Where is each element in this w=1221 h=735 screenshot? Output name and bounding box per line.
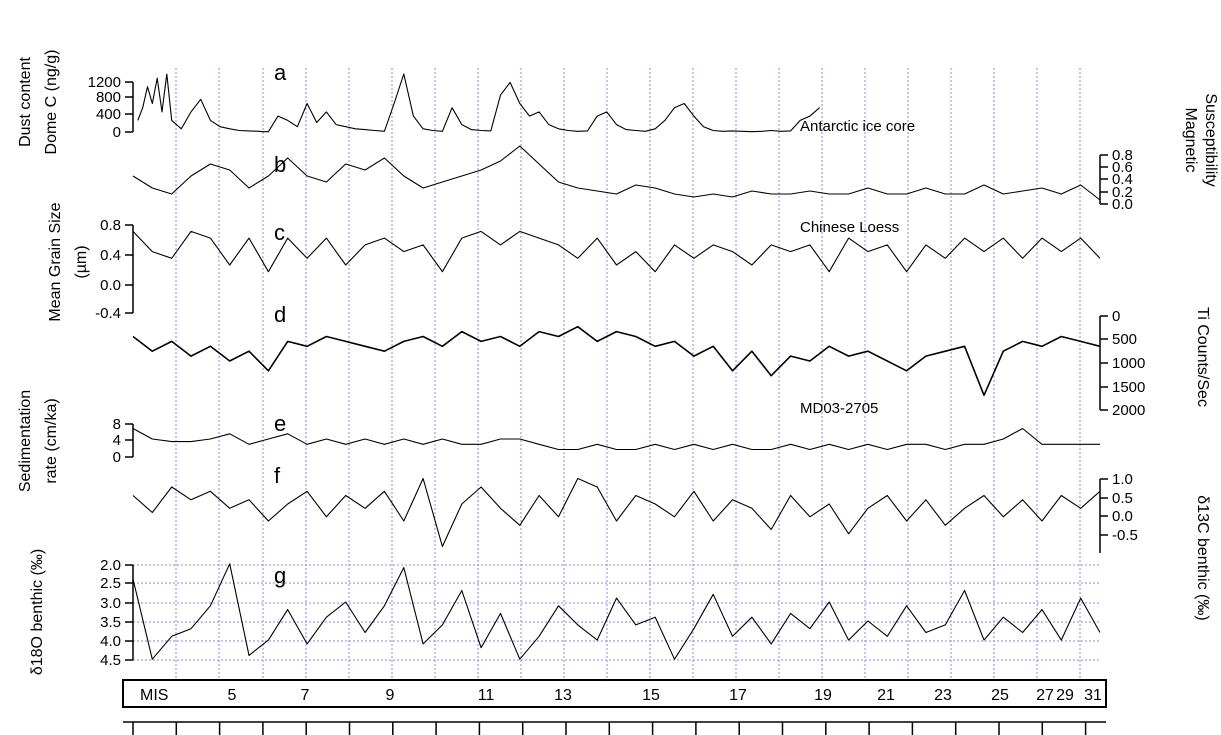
- y-tick-label: 0.4: [100, 247, 121, 264]
- panel-e: 840 e MD03-2705 Sedimentation rate (cm/ka): [17, 390, 1100, 492]
- y-tick-label: 4.0: [100, 633, 121, 650]
- panel-letter-d: d: [274, 302, 286, 327]
- mis-stage-label: 11: [478, 687, 495, 704]
- y-axis-title-c: (µm): [73, 245, 90, 278]
- series-line-d: [132, 325, 1101, 397]
- y-axis-title-b: Magnetic: [1182, 108, 1199, 173]
- y-tick-label: 400: [96, 106, 121, 123]
- mis-stage-label: 9: [386, 687, 395, 704]
- y-tick-label: 3.0: [100, 595, 121, 612]
- grid-lines: [133, 68, 1100, 680]
- mis-stage-label: 5: [228, 687, 237, 704]
- panel-letter-a: a: [274, 60, 287, 85]
- y-axis-title-a: Dust content: [17, 57, 34, 147]
- mis-stage-label: 23: [934, 687, 952, 704]
- mis-stage-label: 31: [1084, 687, 1102, 704]
- series-line-a: [137, 73, 820, 133]
- y-tick-label: 0.5: [1112, 490, 1133, 507]
- y-tick-label: 2000: [1112, 402, 1145, 419]
- y-tick-label: 0.8: [1112, 147, 1133, 164]
- y-tick-label: 4.5: [100, 652, 121, 669]
- panel-letter-f: f: [274, 463, 281, 488]
- y-tick-label: 3.5: [100, 614, 121, 631]
- y-tick-label: 0.0: [1112, 508, 1133, 525]
- panel-d: 0 500 1000 1500 2000 d Ti Counts/Sec: [132, 302, 1211, 419]
- y-tick-label: 1200: [88, 74, 121, 91]
- series-line-e: [132, 427, 1100, 451]
- y-tick-label: 800: [96, 89, 121, 106]
- panel-letter-e: e: [274, 411, 286, 436]
- y-tick-label: 1000: [1112, 355, 1145, 372]
- y-tick-label: -0.5: [1112, 527, 1138, 544]
- mis-stage-label: 7: [301, 687, 310, 704]
- y-tick-label: -0.4: [95, 305, 121, 322]
- y-tick-label: 0.8: [100, 217, 121, 234]
- y-tick-label: 500: [1112, 331, 1137, 348]
- mis-stage-label: 13: [554, 687, 572, 704]
- panel-annotation-e: MD03-2705: [800, 400, 878, 417]
- y-tick-label: 2.5: [100, 575, 121, 592]
- mis-bar: MIS 5 7 9 11 13 15 17 19 21 23 25 27 29 31: [122, 679, 1107, 735]
- y-tick-label: 2.0: [100, 557, 121, 574]
- y-axis-title-e: Sedimentation: [17, 390, 34, 492]
- mis-stage-label: 21: [877, 687, 895, 704]
- mis-stage-label: 17: [729, 687, 747, 704]
- y-axis-title-a: Dome C (ng/g): [43, 50, 60, 155]
- panel-g: 2.02.5 3.0 3.5 4.0 4.5 g δ18O benthic (‰): [29, 549, 1101, 675]
- y-tick-label: 0.6: [1112, 159, 1133, 176]
- y-tick-label: 0: [1112, 308, 1120, 325]
- y-tick-label: 0: [113, 124, 121, 141]
- panel-letter-g: g: [274, 563, 286, 588]
- y-tick-label: 0.0: [100, 277, 121, 294]
- mis-stage-label: 19: [814, 687, 832, 704]
- y-tick-label: 1.0: [1112, 471, 1133, 488]
- y-tick-label: 4: [113, 432, 121, 449]
- y-axis-title-d: Ti Counts/Sec: [1194, 307, 1211, 407]
- series-line-g: [132, 563, 1101, 660]
- y-axis-title-e: rate (cm/ka): [43, 398, 60, 483]
- panel-c: 0.8 0.4 0.0 -0.4 c Chinese Loess Mean Grain Si…: [47, 202, 1101, 322]
- panel-b: 0.80.60.40.20.0b Magnetic Susceptibility: [132, 93, 1219, 213]
- y-axis-title-b: Susceptibility: [1202, 93, 1219, 186]
- y-axis-title-c: Mean Grain Size: [47, 202, 64, 321]
- mis-stage-label: 25: [991, 687, 1009, 704]
- y-axis-title-g: δ18O benthic (‰): [29, 549, 46, 675]
- y-tick-label: 1500: [1112, 379, 1145, 396]
- y-axis-title-f: δ13C benthic (‰): [1194, 495, 1211, 620]
- panel-annotation-a: Antarctic ice core: [800, 118, 915, 135]
- y-tick-label: 0.4: [1112, 171, 1133, 188]
- series-line-c: [132, 230, 1101, 273]
- y-tick-label: 0.2: [1112, 184, 1133, 201]
- panel-annotation-c: Chinese Loess: [800, 219, 899, 236]
- mis-stage-label: 27: [1036, 687, 1054, 704]
- y-tick-label: 0: [113, 449, 121, 466]
- mis-box: [122, 679, 1107, 708]
- mis-stage-label: 29: [1056, 687, 1074, 704]
- series-line-f: [132, 477, 1101, 548]
- mis-title: MIS: [140, 687, 168, 704]
- y-tick-label: 0.0: [1112, 196, 1133, 213]
- mis-stage-label: 15: [642, 687, 660, 704]
- panel-f: 1.0 0.50.0 -0.5 f δ13C benthic (‰): [132, 463, 1211, 621]
- panel-letter-c: c: [274, 220, 285, 245]
- series-line-b: [132, 145, 1101, 201]
- y-tick-label: 8: [113, 416, 121, 433]
